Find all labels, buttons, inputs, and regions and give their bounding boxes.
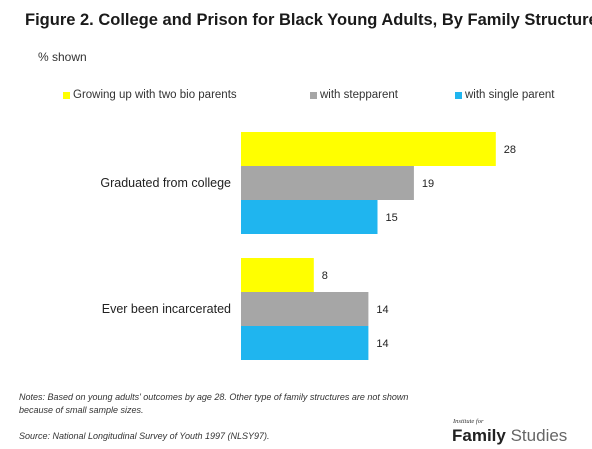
category-label-ever-been-incarcerated: Ever been incarcerated (102, 302, 231, 316)
bar-graduated-from-college-with-stepparent (241, 166, 414, 200)
legend-item-stepparent: with stepparent (310, 89, 398, 101)
data-label-graduated-from-college-growing-up-with-two-bio-parents: 28 (504, 144, 516, 156)
logo-wordmark: Family Studies (452, 426, 567, 446)
data-label-ever-been-incarcerated-with-single-parent: 14 (376, 338, 388, 350)
logo-word-studies: Studies (510, 426, 568, 445)
legend-swatch-single-parent (455, 91, 462, 99)
chart-subtitle: % shown (38, 50, 87, 64)
bar-ever-been-incarcerated-with-stepparent (241, 292, 369, 326)
bar-graduated-from-college-with-single-parent (241, 200, 378, 234)
category-label-graduated-from-college: Graduated from college (100, 176, 231, 190)
data-label-ever-been-incarcerated-growing-up-with-two-bio-parents: 8 (322, 270, 328, 282)
legend: Growing up with two bio parents with ste… (63, 89, 573, 107)
legend-swatch-two-bio-parents (63, 91, 70, 99)
bar-graduated-from-college-growing-up-with-two-bio-parents (241, 132, 496, 166)
legend-label-single-parent: with single parent (465, 89, 555, 101)
legend-swatch-stepparent (310, 91, 317, 99)
chart-source: Source: National Longitudinal Survey of … (19, 431, 270, 441)
legend-item-two-bio-parents: Growing up with two bio parents (63, 89, 237, 101)
logo-small-text: Institute for (453, 418, 484, 425)
data-label-ever-been-incarcerated-with-stepparent: 14 (376, 304, 388, 316)
logo-word-family: Family (452, 426, 506, 445)
bar-ever-been-incarcerated-growing-up-with-two-bio-parents (241, 258, 314, 292)
data-label-graduated-from-college-with-stepparent: 19 (422, 178, 434, 190)
bar-ever-been-incarcerated-with-single-parent (241, 326, 369, 360)
legend-label-stepparent: with stepparent (320, 89, 398, 101)
chart-notes: Notes: Based on young adults' outcomes b… (19, 392, 409, 415)
legend-label-two-bio-parents: Growing up with two bio parents (73, 89, 237, 101)
chart-title: Figure 2. College and Prison for Black Y… (25, 11, 592, 29)
bar-chart: Graduated from college 28 19 15 Ever been in… (100, 132, 516, 360)
data-label-graduated-from-college-with-single-parent: 15 (386, 212, 398, 224)
legend-item-single-parent: with single parent (455, 89, 555, 101)
institute-logo: Institute for Family Studies (452, 418, 582, 448)
